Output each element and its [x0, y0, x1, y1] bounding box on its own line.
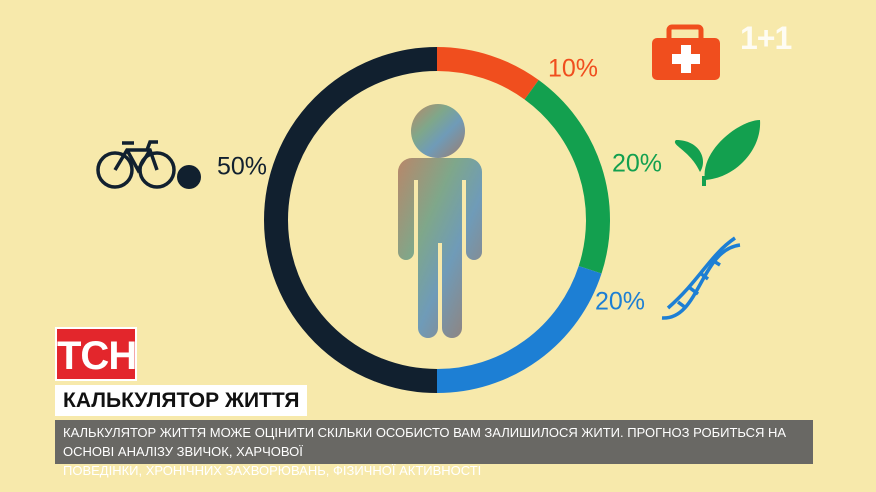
caption: КАЛЬКУЛЯТОР ЖИТТЯ МОЖЕ ОЦІНИТИ СКІЛЬКИ О… [55, 420, 813, 478]
first-aid-icon [652, 24, 720, 80]
logo: ТСН [55, 327, 137, 381]
headline: КАЛЬКУЛЯТОР ЖИТТЯ [55, 385, 307, 416]
ball-icon [177, 165, 201, 189]
channel-logo: 1+1 [740, 20, 792, 56]
bicycle-icon [96, 140, 176, 189]
value-label: 10% [548, 55, 598, 83]
value-label: 50% [217, 153, 267, 181]
value-label: 20% [612, 150, 662, 178]
person-icon [398, 104, 482, 338]
donut-segment [264, 47, 438, 393]
donut-segment [436, 47, 539, 100]
caption-line: КАЛЬКУЛЯТОР ЖИТТЯ МОЖЕ ОЦІНИТИ СКІЛЬКИ О… [63, 425, 787, 459]
dna-icon [661, 236, 741, 320]
donut-segment [436, 265, 602, 393]
caption-line: ПОВЕДІНКИ, ХРОНІЧНИХ ЗАХВОРЮВАНЬ, ФІЗИЧН… [63, 463, 482, 478]
value-label: 20% [595, 288, 645, 316]
leaf-icon [674, 120, 761, 186]
donut-segment [524, 80, 610, 274]
